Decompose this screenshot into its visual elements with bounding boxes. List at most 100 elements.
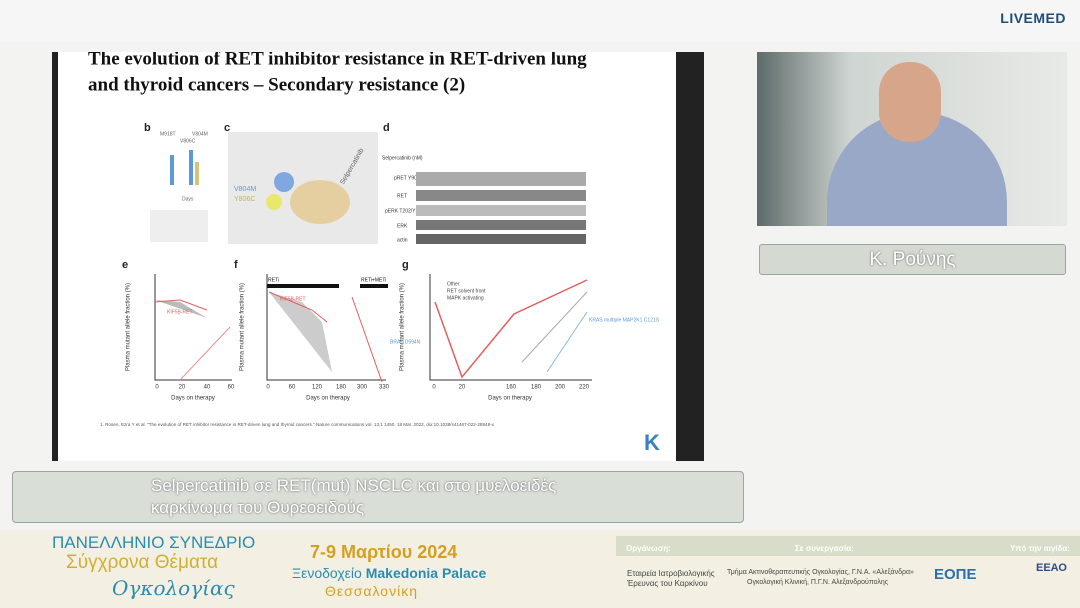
label: KRAS multiple MAP2K1 C121S bbox=[589, 317, 660, 323]
shape bbox=[290, 180, 350, 224]
conference-title: Σύγχρονα Θέματα bbox=[66, 552, 219, 573]
bar bbox=[170, 155, 174, 185]
slide-title: and thyroid cancers – Secondary resistan… bbox=[88, 74, 465, 95]
label: Υπό την αιγίδα: bbox=[1010, 544, 1070, 553]
label: KIF5B-RET bbox=[280, 296, 306, 302]
panel-letter: f bbox=[234, 259, 238, 271]
axis-title: Plasma mutant allele fraction (%) bbox=[126, 283, 132, 371]
city: Θεσσαλονίκη bbox=[325, 583, 418, 599]
footer: ΠΑΝΕΛΛΗΝΙΟ ΣΥΝΕΔΡΙΟ Σύγχρονα Θέματα Ογκο… bbox=[0, 530, 1080, 608]
x-tick-label: 0 bbox=[266, 385, 270, 391]
citation: 1. Rosen, Ezra Y et al. "The evolution o… bbox=[100, 422, 495, 427]
x-tick-label: 180 bbox=[336, 385, 347, 391]
bar bbox=[195, 162, 199, 185]
panel-letter: c bbox=[224, 122, 230, 134]
legend: M918T bbox=[160, 131, 176, 137]
label: V804M bbox=[234, 186, 256, 193]
row-label: RET bbox=[397, 193, 407, 199]
image bbox=[150, 210, 208, 242]
caption-line: καρκίνωμα του Θυρεοειδούς bbox=[151, 498, 365, 517]
row-label: ERK bbox=[397, 223, 408, 229]
legend: Other bbox=[447, 281, 460, 287]
line bbox=[546, 311, 588, 373]
label: Σε συνεργασία: bbox=[795, 544, 854, 553]
blot bbox=[416, 220, 586, 230]
blot bbox=[416, 234, 586, 244]
text: Εταιρεία Ιατροβιολογικής bbox=[627, 569, 715, 578]
text: Ογκολογική Κλινική, Π.Γ.Ν. Αλεξανδρούπολ… bbox=[747, 579, 889, 586]
bar bbox=[360, 284, 388, 288]
text: Τμήμα Ακτινοθεραπευτικής Ογκολογίας, Γ.Ν… bbox=[727, 569, 914, 576]
logo: LIVEMED bbox=[1000, 10, 1066, 26]
x-tick-label: 220 bbox=[579, 385, 590, 391]
blot bbox=[416, 190, 586, 201]
speaker-name-box: Κ. Ρούνης bbox=[759, 244, 1066, 275]
sponsor-logo: ΕΟΠΕ bbox=[934, 566, 977, 583]
axis-title: Days on therapy bbox=[488, 396, 532, 402]
caption-box: Selpercatinib σε RET(mut) NSCLC και στο … bbox=[12, 471, 744, 523]
x-tick-label: 0 bbox=[155, 385, 159, 391]
x-tick-label: 160 bbox=[506, 385, 517, 391]
conference-title: ΠΑΝΕΛΛΗΝΙΟ ΣΥΝΕΔΡΙΟ bbox=[52, 533, 256, 552]
legend: RET solvent front bbox=[447, 288, 486, 294]
blot bbox=[416, 205, 586, 216]
x-tick-label: 20 bbox=[459, 385, 466, 391]
axis-title: Plasma mutant allele fraction (%) bbox=[400, 283, 406, 371]
label: Y806C bbox=[234, 196, 255, 203]
venue: Ξενοδοχείο Makedonia Palace bbox=[292, 565, 486, 581]
x-ticks: 0 20 40 60 0 60 120 180 300 330 0 20 160… bbox=[155, 385, 589, 391]
conference-title: Ογκολογίας bbox=[112, 576, 235, 600]
axis-title: Days on therapy bbox=[171, 396, 215, 402]
footer-band bbox=[616, 536, 1080, 556]
panel-letter: e bbox=[122, 259, 128, 271]
speaker-video bbox=[757, 52, 1067, 226]
row-label: pERK T202/Y204 bbox=[385, 208, 424, 214]
dates: 7-9 Μαρτίου 2024 bbox=[310, 542, 458, 562]
slide-title: The evolution of RET inhibitor resistanc… bbox=[88, 52, 587, 69]
line bbox=[154, 299, 208, 311]
top-bar bbox=[0, 0, 1080, 42]
label: RETi bbox=[268, 277, 279, 283]
shape bbox=[155, 300, 207, 318]
row-label: actin bbox=[397, 237, 408, 243]
line bbox=[434, 279, 588, 379]
panel-letter: b bbox=[144, 122, 151, 134]
speaker-name: Κ. Ρούνης bbox=[869, 249, 956, 270]
x-tick-label: 60 bbox=[289, 385, 296, 391]
sponsor-logo: ΕΕΑΟ bbox=[1036, 562, 1067, 574]
x-tick-label: 40 bbox=[204, 385, 211, 391]
line bbox=[268, 291, 328, 323]
x-tick-label: 200 bbox=[555, 385, 566, 391]
logo: K bbox=[644, 430, 660, 455]
x-tick-label: 300 bbox=[357, 385, 368, 391]
panel-letter: g bbox=[402, 259, 409, 271]
label: Selpercatinib (nM) bbox=[382, 155, 423, 161]
x-tick-label: 60 bbox=[228, 385, 235, 391]
text: Έρευνας του Καρκίνου bbox=[627, 579, 708, 588]
label: KIF5B-RET bbox=[167, 309, 193, 315]
shape bbox=[274, 172, 294, 192]
bar bbox=[267, 284, 339, 288]
x-tick-label: 0 bbox=[432, 385, 436, 391]
x-tick-label: 330 bbox=[379, 385, 390, 391]
label: Οργάνωση: bbox=[626, 544, 671, 553]
x-tick-label: 120 bbox=[312, 385, 323, 391]
face bbox=[879, 62, 941, 142]
label: RETi+METi bbox=[361, 277, 386, 283]
axis bbox=[266, 274, 386, 381]
label: BRAF D594N bbox=[390, 339, 421, 345]
venue-name: Makedonia Palace bbox=[365, 565, 487, 581]
line bbox=[179, 326, 231, 381]
x-tick-label: 180 bbox=[531, 385, 542, 391]
legend: V804M bbox=[192, 131, 208, 137]
legend: V806C bbox=[180, 138, 196, 144]
line bbox=[351, 296, 383, 383]
x-tick-label: 20 bbox=[179, 385, 186, 391]
shape bbox=[269, 292, 332, 372]
axis-title: Plasma mutant allele fraction (%) bbox=[240, 283, 246, 371]
blot bbox=[416, 172, 586, 186]
axis bbox=[154, 274, 232, 381]
axis bbox=[429, 274, 592, 381]
line bbox=[521, 291, 588, 363]
